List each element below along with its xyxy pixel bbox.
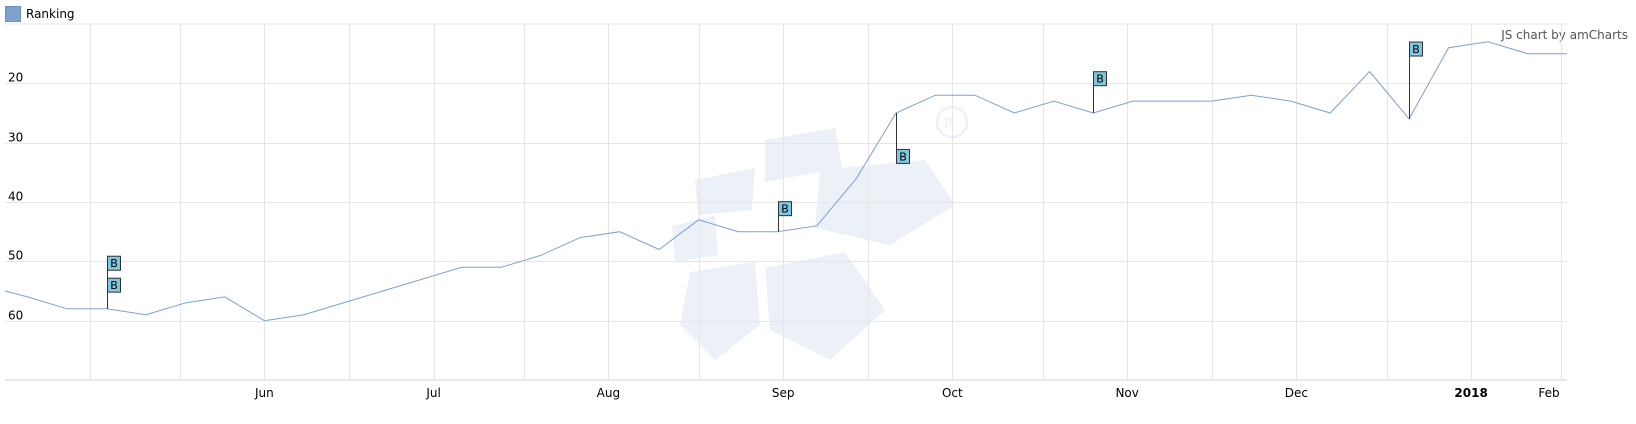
event-flag-box[interactable]	[1409, 41, 1423, 57]
data-point[interactable]	[932, 92, 938, 98]
grid-lines	[5, 23, 1567, 381]
svg-text:R: R	[944, 116, 954, 132]
x-tick-label: Aug	[597, 386, 620, 400]
data-point[interactable]	[854, 175, 860, 181]
event-flag[interactable]: B	[1093, 71, 1107, 113]
data-point[interactable]	[1130, 98, 1136, 104]
x-tick-label: Sep	[772, 386, 795, 400]
x-tick-label: Oct	[942, 386, 963, 400]
event-flag-label: B	[110, 279, 118, 292]
event-flag[interactable]: B	[778, 201, 792, 232]
legend[interactable]: Ranking	[5, 4, 75, 24]
watermark-logo: R	[672, 105, 969, 360]
data-point[interactable]	[340, 300, 346, 306]
y-axis: 20 30 40 50 60	[8, 71, 23, 323]
data-point[interactable]	[25, 294, 31, 300]
data-point[interactable]	[1485, 39, 1491, 45]
data-point[interactable]	[617, 229, 623, 235]
data-point[interactable]	[2, 288, 8, 294]
y-tick-label: 50	[8, 249, 23, 263]
data-point[interactable]	[380, 288, 386, 294]
event-flag-label: B	[899, 150, 907, 163]
data-point[interactable]	[775, 229, 781, 235]
data-point[interactable]	[1169, 98, 1175, 104]
data-point[interactable]	[577, 235, 583, 241]
data-point[interactable]	[735, 229, 741, 235]
event-flag-box[interactable]	[107, 277, 121, 293]
data-point[interactable]	[656, 247, 662, 253]
event-flag-label: B	[781, 203, 789, 216]
event-flag-box[interactable]	[778, 201, 792, 217]
data-point[interactable]	[972, 92, 978, 98]
data-point[interactable]	[1367, 69, 1373, 75]
data-point[interactable]	[64, 306, 70, 312]
data-point[interactable]	[814, 223, 820, 229]
data-point[interactable]	[222, 294, 228, 300]
data-point[interactable]	[1288, 98, 1294, 104]
x-tick-label: Feb	[1538, 386, 1559, 400]
data-point[interactable]	[498, 264, 504, 270]
series-line-ranking[interactable]	[4, 41, 1567, 322]
y-tick-label: 60	[8, 309, 23, 323]
event-flag-label: B	[1412, 43, 1420, 56]
data-point[interactable]	[696, 217, 702, 223]
data-point[interactable]	[459, 264, 465, 270]
data-point[interactable]	[104, 306, 110, 312]
x-tick-label: Dec	[1285, 386, 1308, 400]
data-point[interactable]	[1248, 92, 1254, 98]
event-flag-box[interactable]	[107, 255, 121, 271]
y-tick-label: 20	[8, 71, 23, 85]
legend-swatch[interactable]	[5, 6, 21, 22]
event-flag-box[interactable]	[896, 148, 910, 164]
x-tick-label: 2018	[1454, 386, 1487, 400]
data-point[interactable]	[143, 312, 149, 318]
event-flag-label: B	[1096, 73, 1104, 86]
x-axis: Jun Jul Aug Sep Oct Nov Dec 2018 Feb	[254, 386, 1560, 400]
event-flag-label: B	[110, 257, 118, 270]
data-point[interactable]	[1327, 110, 1333, 116]
x-tick-label: Jun	[254, 386, 274, 400]
data-point[interactable]	[301, 312, 307, 318]
data-point[interactable]	[1446, 45, 1452, 51]
data-point[interactable]	[1209, 98, 1215, 104]
data-point[interactable]	[1051, 98, 1057, 104]
data-point[interactable]	[1564, 51, 1570, 57]
data-point[interactable]	[182, 300, 188, 306]
legend-label: Ranking	[26, 7, 75, 21]
data-point[interactable]	[1011, 110, 1017, 116]
x-tick-label: Jul	[425, 386, 440, 400]
y-tick-label: 40	[8, 190, 23, 204]
data-point[interactable]	[538, 252, 544, 258]
event-flag[interactable]: B	[1409, 41, 1423, 119]
data-point[interactable]	[261, 318, 267, 324]
x-tick-label: Nov	[1115, 386, 1138, 400]
series-ranking[interactable]	[2, 39, 1570, 324]
y-tick-label: 30	[8, 131, 23, 145]
data-point[interactable]	[419, 276, 425, 282]
chart-credit[interactable]: JS chart by amCharts	[1501, 28, 1628, 42]
event-flag-box[interactable]	[1093, 71, 1107, 87]
event-flag[interactable]: B	[107, 277, 121, 309]
data-point[interactable]	[1525, 51, 1531, 57]
event-flag[interactable]: B	[896, 113, 910, 164]
